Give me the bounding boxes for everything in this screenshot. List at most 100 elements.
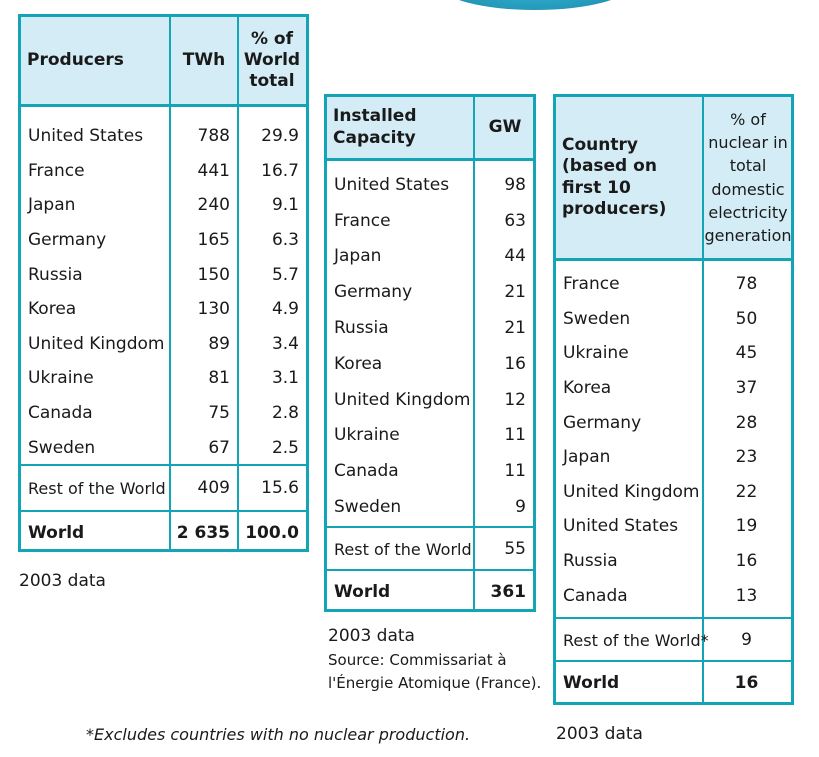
table-row-rest: Rest of the World 409 15.6	[21, 471, 306, 505]
table-row-world: World 2 635 100.0	[21, 516, 306, 550]
world-label: World	[28, 523, 85, 543]
table-row: Japan 44	[327, 239, 533, 275]
nuclear-pct-value: 45	[735, 343, 758, 364]
table-row: Germany 21	[327, 274, 533, 310]
table-row: Russia 21	[327, 310, 533, 346]
nuclear-pct-value: 50	[735, 308, 758, 329]
table-row-rest: Rest of the World 55	[327, 532, 533, 566]
gw-value: 16	[504, 353, 526, 374]
country-name: Sweden	[334, 497, 402, 518]
rest-gw: 55	[504, 539, 526, 559]
rest-label: Rest of the World	[334, 539, 472, 559]
table-row: France 78	[556, 267, 791, 302]
pct-world-value: 2.8	[271, 403, 299, 424]
twh-value: 788	[197, 126, 230, 147]
table-header: Producers TWh % of World total	[21, 17, 306, 107]
table-row: Ukraine 45	[556, 336, 791, 371]
footnote: *Excludes countries with no nuclear prod…	[86, 725, 471, 744]
pct-world-value: 2.5	[271, 437, 299, 458]
decorative-blue-shape	[440, 0, 630, 10]
table2-source-line1: Source: Commissariat à	[328, 651, 507, 669]
country-name: Ukraine	[563, 343, 629, 364]
country-name: Ukraine	[334, 425, 400, 446]
nuclear-pct-value: 23	[735, 447, 758, 468]
world-label: World	[334, 582, 391, 602]
gw-value: 12	[504, 389, 526, 410]
producer-name: Ukraine	[28, 368, 94, 389]
country-name: France	[563, 274, 620, 295]
nuclear-pct-value: 78	[735, 274, 758, 295]
table-row: Sweden 9	[327, 489, 533, 525]
producer-name: Japan	[28, 195, 76, 216]
pct-world-value: 3.4	[271, 333, 299, 354]
table-row-world: World 361	[327, 575, 533, 609]
table-row-world: World 16	[556, 666, 791, 700]
pct-world-value: 4.9	[271, 299, 299, 320]
gw-value: 21	[504, 318, 526, 339]
table-row: United Kingdom 12	[327, 382, 533, 418]
table-row: Russia 16	[556, 544, 791, 579]
table-row: Japan 23	[556, 440, 791, 475]
twh-value: 67	[208, 437, 230, 458]
table-row: Germany 28	[556, 405, 791, 440]
header-pct-nuclear: % of nuclear in total domestic electrici…	[704, 109, 792, 245]
twh-value: 130	[197, 299, 230, 320]
rest-pct: 9	[741, 630, 752, 650]
producer-name: Sweden	[28, 437, 96, 458]
header-twh: TWh	[182, 49, 226, 70]
gw-value: 11	[504, 425, 526, 446]
table-row: United Kingdom 22	[556, 475, 791, 510]
rest-pct: 15.6	[261, 478, 299, 498]
twh-value: 165	[197, 230, 230, 251]
country-name: Germany	[334, 282, 413, 303]
producer-name: France	[28, 160, 85, 181]
table2-source-line2: l'Énergie Atomique (France).	[328, 674, 542, 692]
table2-note: 2003 data	[328, 626, 415, 646]
country-name: United Kingdom	[563, 481, 700, 502]
table-header: Country (based on first 10 producers) % …	[556, 97, 792, 261]
world-pct: 16	[734, 673, 759, 693]
producer-name: Canada	[28, 403, 93, 424]
producer-name: United States	[28, 126, 144, 147]
pct-world-value: 9.1	[271, 195, 299, 216]
rest-label: Rest of the World*	[563, 630, 709, 650]
nuclear-pct-value: 19	[735, 516, 758, 537]
table-row: Canada 75 2.8	[21, 396, 306, 431]
country-name: Canada	[334, 461, 399, 482]
header-pct-world: % of World total	[243, 28, 301, 92]
gw-value: 9	[515, 497, 526, 518]
country-name: Germany	[563, 412, 642, 433]
gw-value: 63	[504, 210, 526, 231]
table-row: Canada 13	[556, 578, 791, 613]
header-installed-capacity: Installed Capacity	[333, 106, 417, 148]
gw-value: 11	[504, 461, 526, 482]
nuclear-pct-value: 37	[735, 378, 758, 399]
country-name: Japan	[563, 447, 611, 468]
country-name: Canada	[563, 585, 628, 606]
country-name: France	[334, 210, 391, 231]
table-row-rest: Rest of the World* 9	[556, 623, 791, 657]
table-row: United Kingdom 89 3.4	[21, 327, 306, 362]
world-label: World	[563, 673, 620, 693]
producer-name: Korea	[28, 299, 77, 320]
country-name: Russia	[334, 318, 389, 339]
twh-value: 89	[208, 333, 230, 354]
table-row: Canada 11	[327, 453, 533, 489]
table-header: Installed Capacity GW	[327, 97, 533, 161]
nuclear-pct-value: 28	[735, 412, 758, 433]
gw-value: 21	[504, 282, 526, 303]
table-row: Ukraine 11	[327, 418, 533, 454]
country-name: Korea	[563, 378, 612, 399]
table-row: France 441 16.7	[21, 154, 306, 189]
table-row: Ukraine 81 3.1	[21, 361, 306, 396]
table-row: Sweden 50	[556, 302, 791, 337]
nuclear-pct-value: 22	[735, 481, 758, 502]
country-name: United Kingdom	[334, 389, 471, 410]
rest-label: Rest of the World	[28, 478, 166, 498]
table3-note: 2003 data	[556, 724, 643, 744]
table-row: Japan 240 9.1	[21, 188, 306, 223]
header-gw: GW	[488, 116, 522, 137]
world-pct: 100.0	[245, 523, 299, 543]
producer-name: Germany	[28, 230, 107, 251]
table-producers: Producers TWh % of World total United St…	[18, 14, 309, 552]
